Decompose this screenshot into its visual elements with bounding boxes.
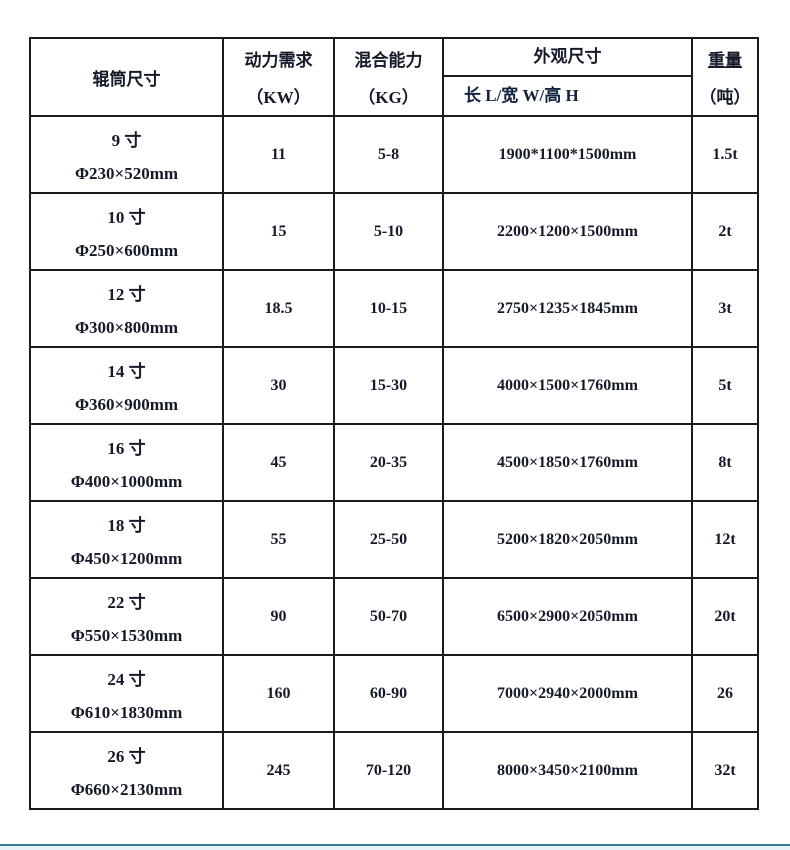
roller-spec: Φ610×1830mm: [70, 702, 183, 722]
cell-capacity: 70-120: [333, 731, 444, 810]
table-row: 12 寸 Φ300×800mm 18.5 10-15 2750×1235×184…: [29, 269, 759, 348]
cell-power: 11: [222, 115, 335, 194]
roller-spec: Φ660×2130mm: [70, 779, 183, 799]
roller-spec: Φ300×800mm: [74, 317, 179, 337]
header-weight-label: 重量: [708, 51, 742, 70]
table-row: 16 寸 Φ400×1000mm 45 20-35 4500×1850×1760…: [29, 423, 759, 502]
cell-dimensions: 8000×3450×2100mm: [442, 731, 693, 810]
roller-spec: Φ450×1200mm: [70, 548, 183, 568]
cell-roller-size: 26 寸 Φ660×2130mm: [29, 731, 224, 810]
roller-spec: Φ230×520mm: [74, 163, 179, 183]
roller-spec: Φ360×900mm: [74, 394, 179, 414]
header-weight-unit: （吨）: [699, 88, 751, 107]
header-capacity-unit: （KG）: [358, 88, 419, 107]
cell-roller-size: 18 寸 Φ450×1200mm: [29, 500, 224, 579]
cell-weight: 32t: [691, 731, 759, 810]
roller-inch: 14 寸: [107, 361, 146, 381]
roller-inch: 22 寸: [107, 592, 146, 612]
cell-weight: 20t: [691, 577, 759, 656]
table-row: 22 寸 Φ550×1530mm 90 50-70 6500×2900×2050…: [29, 577, 759, 656]
cell-capacity: 25-50: [333, 500, 444, 579]
header-dimensions-label: 外观尺寸: [444, 39, 691, 77]
cell-capacity: 5-10: [333, 192, 444, 271]
header-roller-size-label: 辊筒尺寸: [92, 69, 161, 89]
cell-capacity: 15-30: [333, 346, 444, 425]
cell-weight: 8t: [691, 423, 759, 502]
header-row: 辊筒尺寸 动力需求 （KW） 混合能力 （KG） 外观尺寸 长 L/: [29, 37, 759, 117]
cell-power: 45: [222, 423, 335, 502]
cell-dimensions: 7000×2940×2000mm: [442, 654, 693, 733]
header-capacity: 混合能力 （KG）: [333, 37, 444, 117]
cell-weight: 1.5t: [691, 115, 759, 194]
cell-weight: 26: [691, 654, 759, 733]
header-dimensions: 外观尺寸 长 L/宽 W/高 H: [442, 37, 693, 117]
cell-weight: 2t: [691, 192, 759, 271]
header-roller-size: 辊筒尺寸: [29, 37, 224, 117]
cell-dimensions: 2750×1235×1845mm: [442, 269, 693, 348]
roller-spec: Φ550×1530mm: [70, 625, 183, 645]
section-divider-band: [0, 846, 790, 850]
cell-dimensions: 5200×1820×2050mm: [442, 500, 693, 579]
table-row: 9 寸 Φ230×520mm 11 5-8 1900*1100*1500mm 1…: [29, 115, 759, 194]
cell-capacity: 10-15: [333, 269, 444, 348]
roller-inch: 26 寸: [107, 746, 146, 766]
table-row: 26 寸 Φ660×2130mm 245 70-120 8000×3450×21…: [29, 731, 759, 810]
cell-capacity: 20-35: [333, 423, 444, 502]
cell-power: 18.5: [222, 269, 335, 348]
cell-roller-size: 22 寸 Φ550×1530mm: [29, 577, 224, 656]
cell-roller-size: 10 寸 Φ250×600mm: [29, 192, 224, 271]
header-power-unit: （KW）: [246, 88, 311, 107]
cell-dimensions: 4500×1850×1760mm: [442, 423, 693, 502]
cell-power: 55: [222, 500, 335, 579]
table-row: 10 寸 Φ250×600mm 15 5-10 2200×1200×1500mm…: [29, 192, 759, 271]
roller-inch: 18 寸: [107, 515, 146, 535]
spec-table: 辊筒尺寸 动力需求 （KW） 混合能力 （KG） 外观尺寸 长 L/: [29, 37, 759, 810]
roller-inch: 12 寸: [107, 284, 146, 304]
header-weight: 重量 （吨）: [691, 37, 759, 117]
roller-spec: Φ250×600mm: [74, 240, 179, 260]
section-divider-line: [0, 844, 790, 846]
roller-inch: 9 寸: [111, 130, 142, 150]
cell-weight: 3t: [691, 269, 759, 348]
roller-inch: 24 寸: [107, 669, 146, 689]
roller-inch: 16 寸: [107, 438, 146, 458]
table-row: 18 寸 Φ450×1200mm 55 25-50 5200×1820×2050…: [29, 500, 759, 579]
roller-inch: 10 寸: [107, 207, 146, 227]
cell-weight: 5t: [691, 346, 759, 425]
cell-roller-size: 9 寸 Φ230×520mm: [29, 115, 224, 194]
cell-capacity: 50-70: [333, 577, 444, 656]
cell-power: 90: [222, 577, 335, 656]
cell-roller-size: 12 寸 Φ300×800mm: [29, 269, 224, 348]
cell-capacity: 5-8: [333, 115, 444, 194]
table-row: 14 寸 Φ360×900mm 30 15-30 4000×1500×1760m…: [29, 346, 759, 425]
header-capacity-label: 混合能力: [354, 51, 423, 70]
cell-power: 245: [222, 731, 335, 810]
cell-dimensions: 4000×1500×1760mm: [442, 346, 693, 425]
cell-roller-size: 14 寸 Φ360×900mm: [29, 346, 224, 425]
cell-dimensions: 1900*1100*1500mm: [442, 115, 693, 194]
cell-roller-size: 24 寸 Φ610×1830mm: [29, 654, 224, 733]
cell-power: 160: [222, 654, 335, 733]
cell-capacity: 60-90: [333, 654, 444, 733]
roller-spec: Φ400×1000mm: [70, 471, 183, 491]
header-power-label: 动力需求: [244, 51, 313, 70]
header-power: 动力需求 （KW）: [222, 37, 335, 117]
cell-power: 30: [222, 346, 335, 425]
cell-dimensions: 6500×2900×2050mm: [442, 577, 693, 656]
header-dimensions-sub-label: 长 L/宽 W/高 H: [464, 86, 579, 105]
cell-roller-size: 16 寸 Φ400×1000mm: [29, 423, 224, 502]
cell-weight: 12t: [691, 500, 759, 579]
cell-dimensions: 2200×1200×1500mm: [442, 192, 693, 271]
table-row: 24 寸 Φ610×1830mm 160 60-90 7000×2940×200…: [29, 654, 759, 733]
cell-power: 15: [222, 192, 335, 271]
